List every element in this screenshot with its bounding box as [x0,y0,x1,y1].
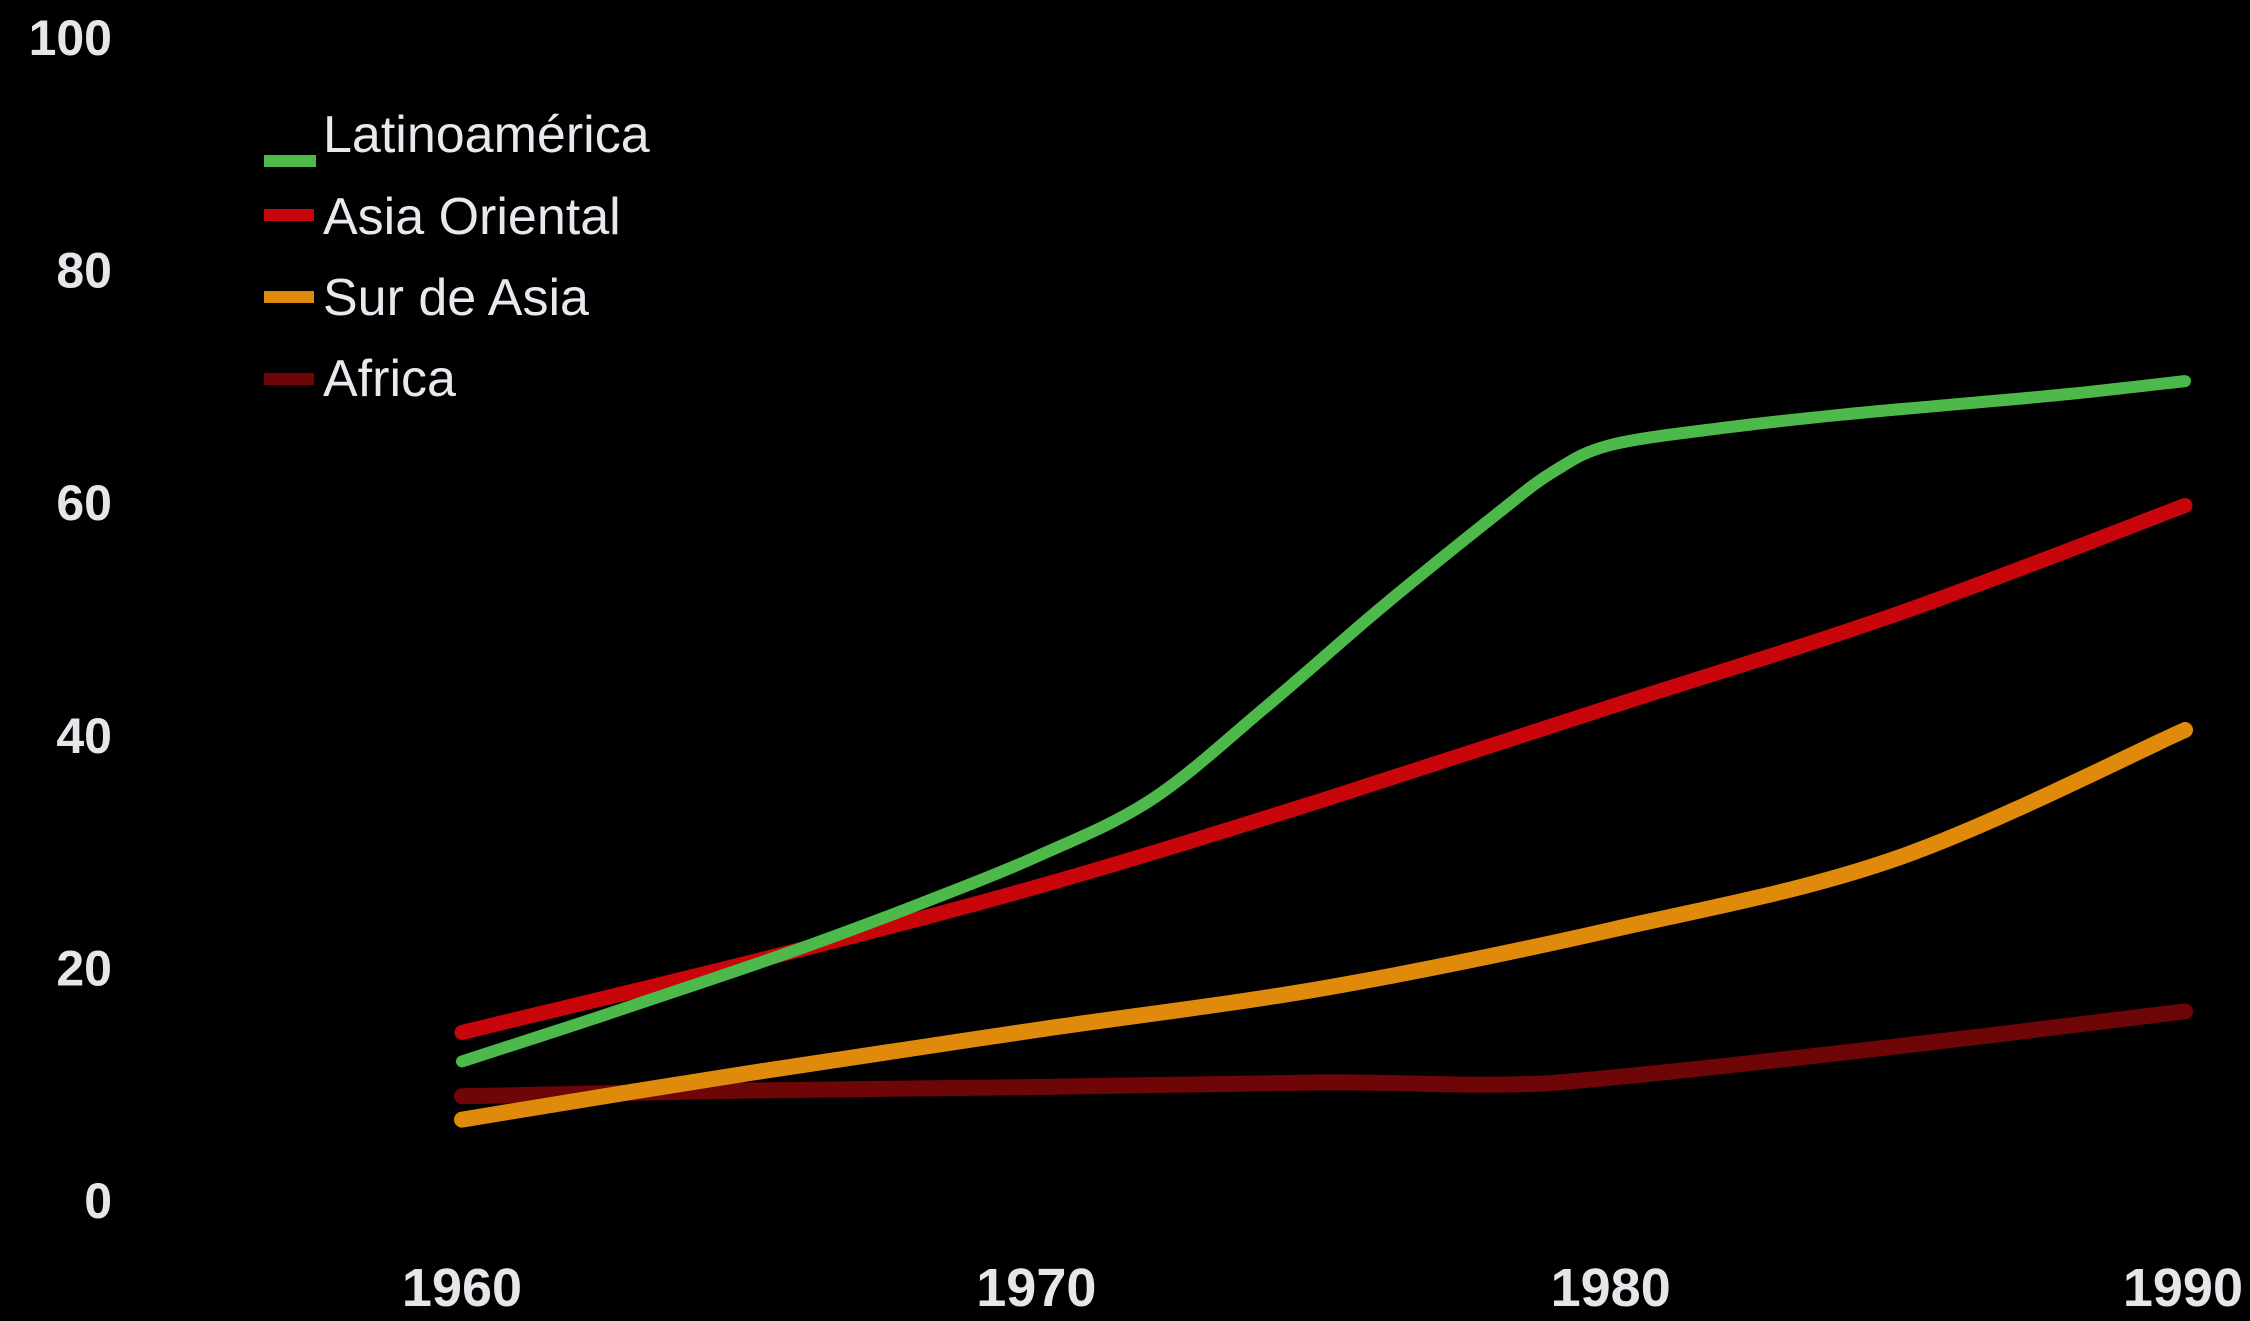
legend: Latinoamérica Asia Oriental Sur de Asia Afr… [264,106,650,408]
legend-label: Sur de Asia [323,269,589,327]
y-tick-label: 40 [56,708,112,764]
series-line-latinoamerica [456,375,2191,1068]
y-tick-label: 20 [56,940,112,996]
legend-item-asia-oriental: Asia Oriental [264,188,621,246]
legend-label: Africa [323,350,456,408]
series-line-asia-oriental [454,498,2193,1040]
legend-swatch [264,373,314,385]
legend-swatch [264,209,314,221]
y-axis: 0 20 40 60 80 100 [29,10,112,1229]
legend-item-latinoamerica: Latinoamérica [264,106,650,167]
series-layer [454,375,2193,1128]
x-axis: 1960 1970 1980 1990 [402,1258,2243,1318]
y-tick-label: 100 [29,10,112,66]
x-tick-label: 1990 [2123,1258,2243,1316]
x-tick-label: 1980 [1551,1258,1671,1316]
y-tick-label: 0 [84,1173,112,1229]
y-tick-label: 60 [56,475,112,531]
legend-swatch [264,291,314,303]
legend-item-sur-de-asia: Sur de Asia [264,269,589,327]
series-line-sur-de-asia [454,722,2193,1128]
y-tick-label: 80 [56,243,112,299]
x-tick-label: 1960 [402,1258,522,1316]
series-line-africa [454,1003,2193,1105]
legend-item-africa: Africa [264,350,456,408]
legend-swatch [264,155,316,167]
legend-label: Latinoamérica [323,106,650,164]
x-tick-label: 1970 [976,1258,1096,1316]
legend-label: Asia Oriental [323,188,621,246]
